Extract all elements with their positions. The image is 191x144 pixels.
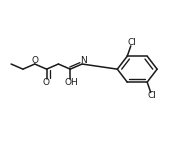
Text: O: O xyxy=(31,56,38,65)
Text: O: O xyxy=(42,78,49,87)
Text: OH: OH xyxy=(64,78,78,87)
Text: Cl: Cl xyxy=(147,91,156,100)
Text: Cl: Cl xyxy=(127,38,136,47)
Text: N: N xyxy=(80,56,86,65)
